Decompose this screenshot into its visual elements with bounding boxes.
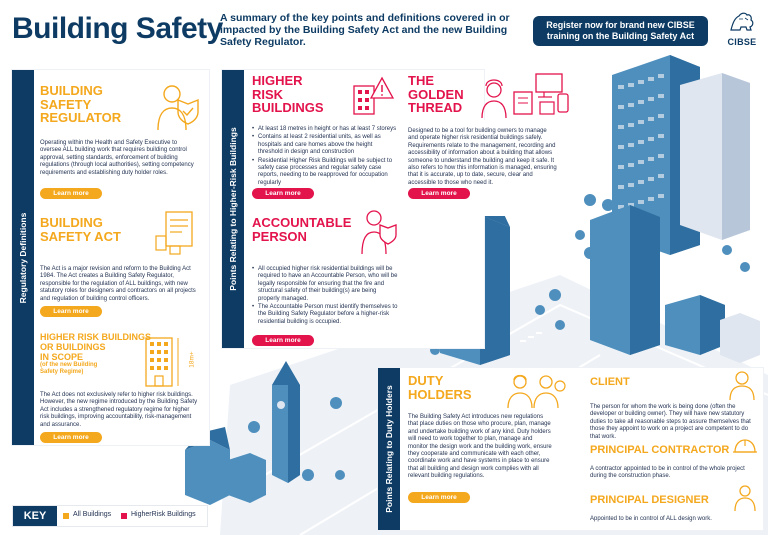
- regulator-body: Operating within the Health and Safety E…: [40, 140, 194, 176]
- accountable-heading-line-2: PERSON: [252, 228, 307, 244]
- key-all-buildings-swatch: [63, 513, 69, 519]
- duty-learn-more-button[interactable]: Learn more: [408, 492, 470, 503]
- accountable-heading-line-1: ACCOUNTABLE: [252, 215, 352, 230]
- duty-holders-panel: Points Relating to Duty Holders DUTY HOL…: [378, 368, 763, 530]
- hrb-bullets: At least 18 metres in height or has at l…: [252, 126, 398, 188]
- hrb-learn-more-button[interactable]: Learn more: [252, 188, 314, 199]
- golden-learn-more-button[interactable]: Learn more: [408, 188, 470, 199]
- hrb-heading-line-1: HIGHER: [252, 73, 303, 88]
- duty-holders-sidebar-label: Points Relating to Duty Holders: [384, 385, 394, 513]
- accountable-bullet: The Accountable Person must identify the…: [252, 304, 398, 326]
- accountable-heading: ACCOUNTABLE PERSON: [252, 216, 351, 243]
- act-heading-line-2: SAFETY ACT: [40, 228, 121, 244]
- regulator-heading: BUILDING SAFETY REGULATOR: [40, 84, 121, 125]
- client-icon: [729, 371, 755, 401]
- hrb-bullet: At least 18 metres in height or has at l…: [252, 126, 398, 134]
- act-body: The Act is a major revision and reform t…: [40, 266, 196, 302]
- hrb-scope-heading-line-1: HIGHER RISK BUILDINGS: [40, 332, 152, 342]
- contractor-heading: PRINCIPAL CONTRACTOR: [590, 444, 730, 456]
- hrb-scope-heading: HIGHER RISK BUILDINGS OR BUILDINGS IN SC…: [40, 332, 160, 376]
- duty-holders-team-icon: [507, 374, 566, 409]
- warning-building-icon: [353, 76, 394, 115]
- designer-icon: [734, 485, 756, 512]
- regulator-heading-line-1: BUILDING: [40, 83, 103, 98]
- height-label: 18m+: [188, 351, 196, 368]
- regulator-learn-more-button[interactable]: Learn more: [40, 188, 102, 199]
- accountable-bullet: All occupied higher risk residential bui…: [252, 266, 398, 303]
- designer-body: Appointed to be in control of ALL design…: [590, 516, 712, 522]
- act-learn-more-button[interactable]: Learn more: [40, 306, 102, 317]
- golden-body: Designed to be a tool for building owner…: [408, 128, 557, 186]
- golden-heading: THE GOLDEN THREAD: [408, 74, 464, 115]
- regulator-heading-line-3: REGULATOR: [40, 110, 122, 125]
- higher-risk-sidebar: Points Relating to Higher-Risk Buildings: [222, 70, 244, 348]
- hrb-scope-learn-more-button[interactable]: Learn more: [40, 432, 102, 443]
- key-higher-risk-swatch: [121, 513, 127, 519]
- hrb-bullet: Residential Higher Risk Buildings will b…: [252, 158, 398, 188]
- client-heading: CLIENT: [590, 376, 630, 388]
- summary-text: A summary of the key points and definiti…: [220, 12, 510, 48]
- designer-heading: PRINCIPAL DESIGNER: [590, 494, 709, 506]
- hrb-bullet: Contains at least 2 residential units, a…: [252, 134, 398, 156]
- contractor-body: A contractor appointed to be in control …: [590, 466, 745, 480]
- key-legend: KEY All Buildings HigherRisk Buildings: [12, 505, 208, 527]
- key-all-buildings-text: All Buildings: [73, 511, 112, 518]
- regulatory-panel: Regulatory Definitions BUILDING SAFETY R…: [12, 70, 209, 445]
- header: Building Safety A summary of the key poi…: [0, 0, 768, 55]
- accountable-learn-more-button[interactable]: Learn more: [252, 335, 314, 346]
- higher-risk-panel: Points Relating to Higher-Risk Buildings…: [222, 70, 484, 348]
- golden-heading-line-3: THREAD: [408, 100, 463, 115]
- key-label: KEY: [13, 506, 57, 526]
- hrb-scope-heading-line-3: IN SCOPE: [40, 352, 84, 362]
- act-heading-line-1: BUILDING: [40, 215, 103, 230]
- regulatory-sidebar: Regulatory Definitions: [12, 70, 34, 445]
- document-shield-icon: [155, 211, 193, 255]
- client-body: The person for whom the work is being do…: [590, 404, 751, 440]
- hard-hat-icon: [733, 439, 757, 453]
- duty-heading: DUTY HOLDERS: [408, 374, 472, 401]
- duty-heading-line-1: DUTY: [408, 373, 444, 388]
- cibse-logo[interactable]: CIBSE: [724, 10, 760, 48]
- hrb-scope-sub-2: Safety Regime): [40, 369, 84, 375]
- higher-risk-sidebar-label: Points Relating to Higher-Risk Buildings: [228, 127, 238, 291]
- hrb-heading: HIGHER RISK BUILDINGS: [252, 74, 324, 115]
- hrb-heading-line-2: RISK: [252, 86, 284, 102]
- accountable-person-icon: [361, 210, 397, 255]
- duty-body: The Building Safety Act introduces new r…: [408, 414, 552, 480]
- regulator-heading-line-2: SAFETY: [40, 96, 92, 112]
- regulatory-sidebar-label: Regulatory Definitions: [18, 212, 28, 303]
- golden-heading-line-1: THE: [408, 73, 434, 88]
- register-button[interactable]: Register now for brand new CIBSE trainin…: [533, 16, 708, 46]
- page-title: Building Safety: [12, 12, 223, 45]
- golden-thread-panel: Designed to be a tool for building owner…: [402, 120, 578, 216]
- hrb-heading-line-3: BUILDINGS: [252, 100, 324, 115]
- hrb-scope-sub-1: (of the new Building: [40, 362, 98, 368]
- hrb-scope-heading-line-2: OR BUILDINGS: [40, 342, 106, 352]
- regulator-person-icon: [157, 85, 199, 131]
- logo-text: CIBSE: [727, 37, 757, 47]
- duty-heading-line-2: HOLDERS: [408, 386, 472, 402]
- hrb-scope-body: The Act does not exclusively refer to hi…: [40, 392, 198, 428]
- golden-heading-line-2: GOLDEN: [408, 86, 464, 102]
- engineer-devices-icon: [481, 73, 569, 119]
- duty-holders-sidebar: Points Relating to Duty Holders: [378, 368, 400, 530]
- act-heading: BUILDING SAFETY ACT: [40, 216, 121, 243]
- lion-crest-icon: [730, 12, 754, 31]
- key-higher-risk-text: HigherRisk Buildings: [131, 511, 196, 518]
- accountable-bullets: All occupied higher risk residential bui…: [252, 266, 398, 327]
- apartment-building-icon: [145, 337, 179, 387]
